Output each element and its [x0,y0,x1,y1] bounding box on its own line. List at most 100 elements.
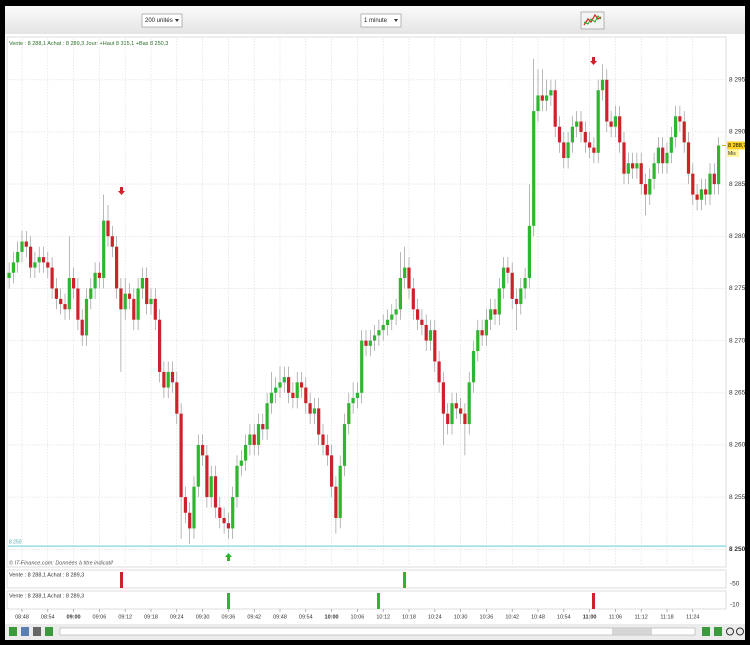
candle-body [347,403,351,425]
candle-body [609,121,613,127]
x-tick-label: 09:06 [93,614,107,620]
icon-button[interactable] [21,627,29,636]
candle-body [338,465,342,518]
candle-body [686,142,691,174]
candle-body [123,293,127,310]
x-tick-label: 11:12 [635,614,648,620]
source-note: © IT-Finance.com: Données à titre indica… [9,559,113,566]
candle-body [196,444,200,487]
candle-body [549,90,553,96]
x-tick-label: 09:18 [144,614,158,620]
candles-layer [7,38,726,566]
candle-body [588,142,592,148]
candle-body [519,288,523,305]
x-tick-label: 09:12 [118,614,132,620]
candle-body [325,444,329,456]
zoom-button[interactable] [726,627,734,636]
x-tick-label: 10:00 [325,614,339,620]
candle-body [489,309,493,320]
candle-body [428,330,433,341]
candle-body [360,340,364,393]
zoom-button[interactable] [736,627,744,636]
x-tick-label: 10:54 [557,614,571,620]
icon-button[interactable] [702,627,710,636]
candle-body [377,330,381,336]
candle-body [364,340,368,346]
candle-body [153,298,157,320]
candle-body [441,382,445,414]
scrollbar[interactable] [59,627,696,636]
x-tick-label: 09:42 [247,614,261,620]
candle-body [244,444,248,461]
last-price-tag [727,141,745,150]
candle-body [540,95,544,101]
price-note: Mis [728,151,736,157]
chart-type-button[interactable] [580,11,605,30]
candle-body [699,189,703,200]
y-tick-label: 8 275 [729,285,746,292]
icon-button[interactable] [714,627,722,636]
candle-body [256,424,261,445]
button-icon [583,15,602,25]
candle-body [618,116,622,143]
candle-body [235,465,239,498]
candle-body [261,424,265,430]
candle-body [41,257,46,263]
candle-body [218,507,222,518]
candle-body [72,278,76,289]
select-box[interactable] [141,13,183,28]
candle-body [566,142,570,159]
candle-body [80,319,84,336]
candle-body [368,340,372,346]
candle-body [93,272,97,289]
candle-body [398,278,402,310]
signal-bar [227,593,230,609]
candle-body [557,126,562,143]
candle-body [50,267,54,289]
candle-body [351,397,355,404]
units-select[interactable]: 200 unités [141,13,183,28]
candle-body [480,330,484,336]
indicator-scale: -50 [730,581,740,588]
candle-body [575,121,579,127]
y-tick-label: 8 255 [729,494,746,501]
candle-body [136,288,140,320]
candle-body [84,298,89,336]
candle-body [162,371,166,388]
x-tick-label: 09:54 [299,614,313,620]
candle-body [102,220,106,279]
scroll-thumb[interactable] [612,628,652,635]
candle-body [16,251,20,263]
sell-signal-arrow [590,57,597,65]
candle-body [166,371,170,388]
icon-button[interactable] [45,627,53,636]
candle-body [523,278,527,289]
candle-body [708,173,712,195]
candle-body [140,278,144,289]
candle-body [712,173,716,185]
candle-body [97,272,101,279]
icon-button[interactable] [9,627,17,636]
candle-body [600,79,605,91]
candle-body [545,95,549,101]
candle-body [437,361,441,383]
candle-body [467,382,471,425]
select-box[interactable] [360,13,402,28]
candle-body [119,288,123,310]
icon-button[interactable] [33,627,41,636]
candle-body [484,319,488,336]
candle-body [252,434,256,445]
indicator-scale: -10 [730,602,740,609]
candle-body [605,79,609,122]
candle-body [239,460,243,466]
x-tick-label: 09:30 [196,614,210,620]
candle-body [394,309,398,315]
candle-body [622,142,626,174]
candle-body [514,298,519,305]
candle-body [446,413,450,425]
x-tick-label: 11:18 [660,614,673,620]
y-tick-label: 8 280 [729,233,746,240]
candle-body [321,434,325,445]
candle-body [269,392,273,404]
interval-select[interactable]: 1 minute [360,13,402,28]
